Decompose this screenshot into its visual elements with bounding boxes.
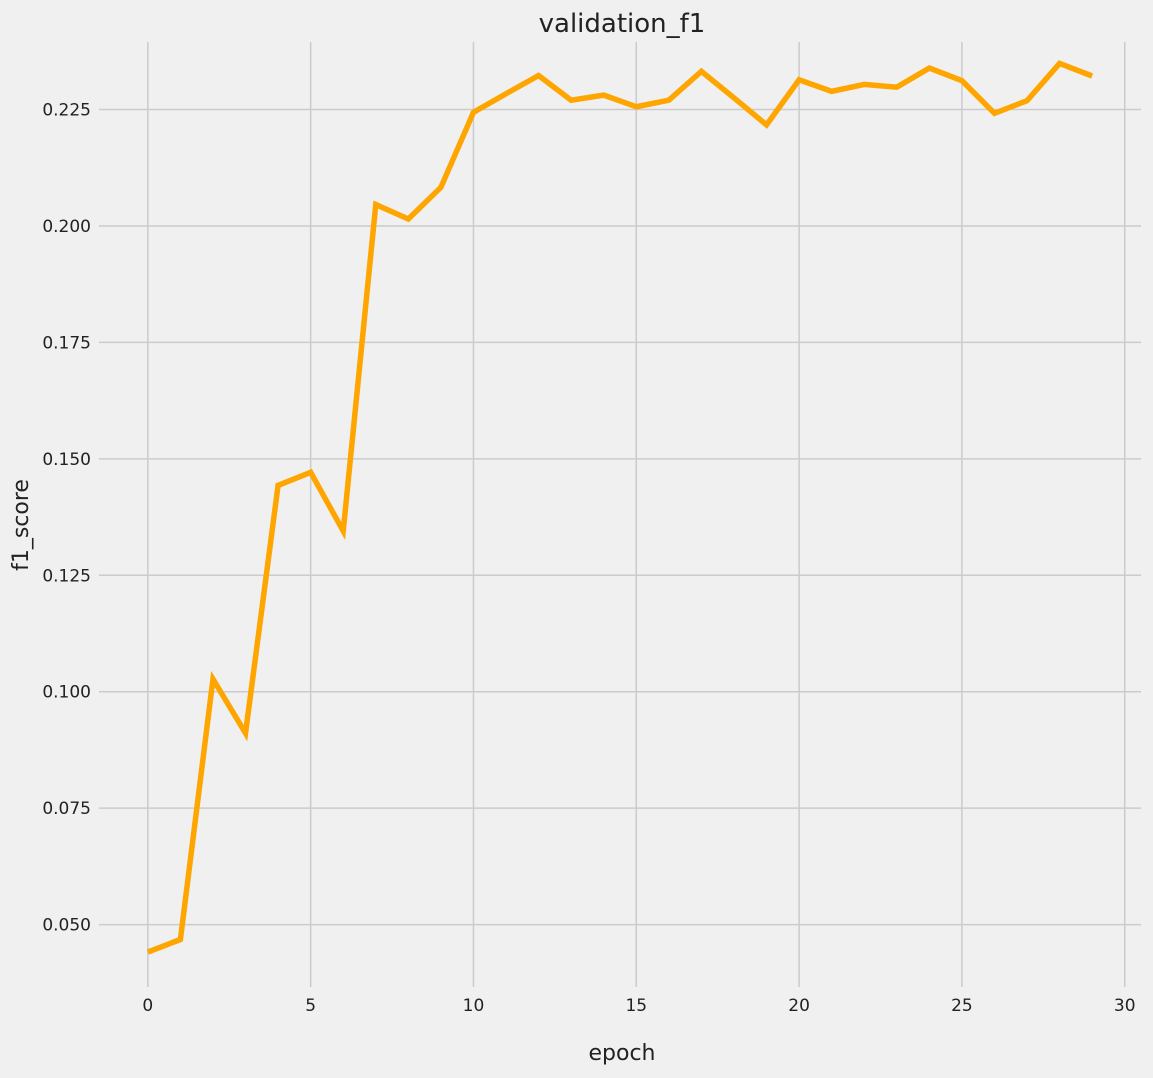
x-tick-label: 5: [305, 996, 316, 1016]
chart-title: validation_f1: [539, 9, 706, 39]
y-tick-label: 0.225: [42, 101, 91, 121]
x-tick-label: 15: [625, 996, 647, 1016]
y-tick-label: 0.050: [42, 916, 91, 936]
y-tick-label: 0.150: [42, 450, 91, 470]
y-tick-label: 0.200: [42, 217, 91, 237]
x-tick-label: 10: [463, 996, 485, 1016]
x-tick-label: 20: [788, 996, 810, 1016]
tick-labels: 0 5 10 15 20 25 30 0.050 0.075 0.100 0.125 0.150 0.1…: [42, 101, 1135, 1016]
grid-lines: [99, 42, 1141, 987]
y-tick-label: 0.175: [42, 333, 91, 353]
x-tick-label: 25: [951, 996, 973, 1016]
x-tick-label: 30: [1114, 996, 1136, 1016]
y-tick-label: 0.075: [42, 799, 91, 819]
series-layer: [146, 60, 1094, 955]
x-axis-label: epoch: [589, 1041, 656, 1066]
y-axis-label: f1_score: [9, 479, 34, 571]
x-tick-label: 0: [142, 996, 153, 1016]
y-tick-label: 0.100: [42, 683, 91, 703]
series-line: [146, 60, 1094, 955]
y-tick-label: 0.125: [42, 566, 91, 586]
